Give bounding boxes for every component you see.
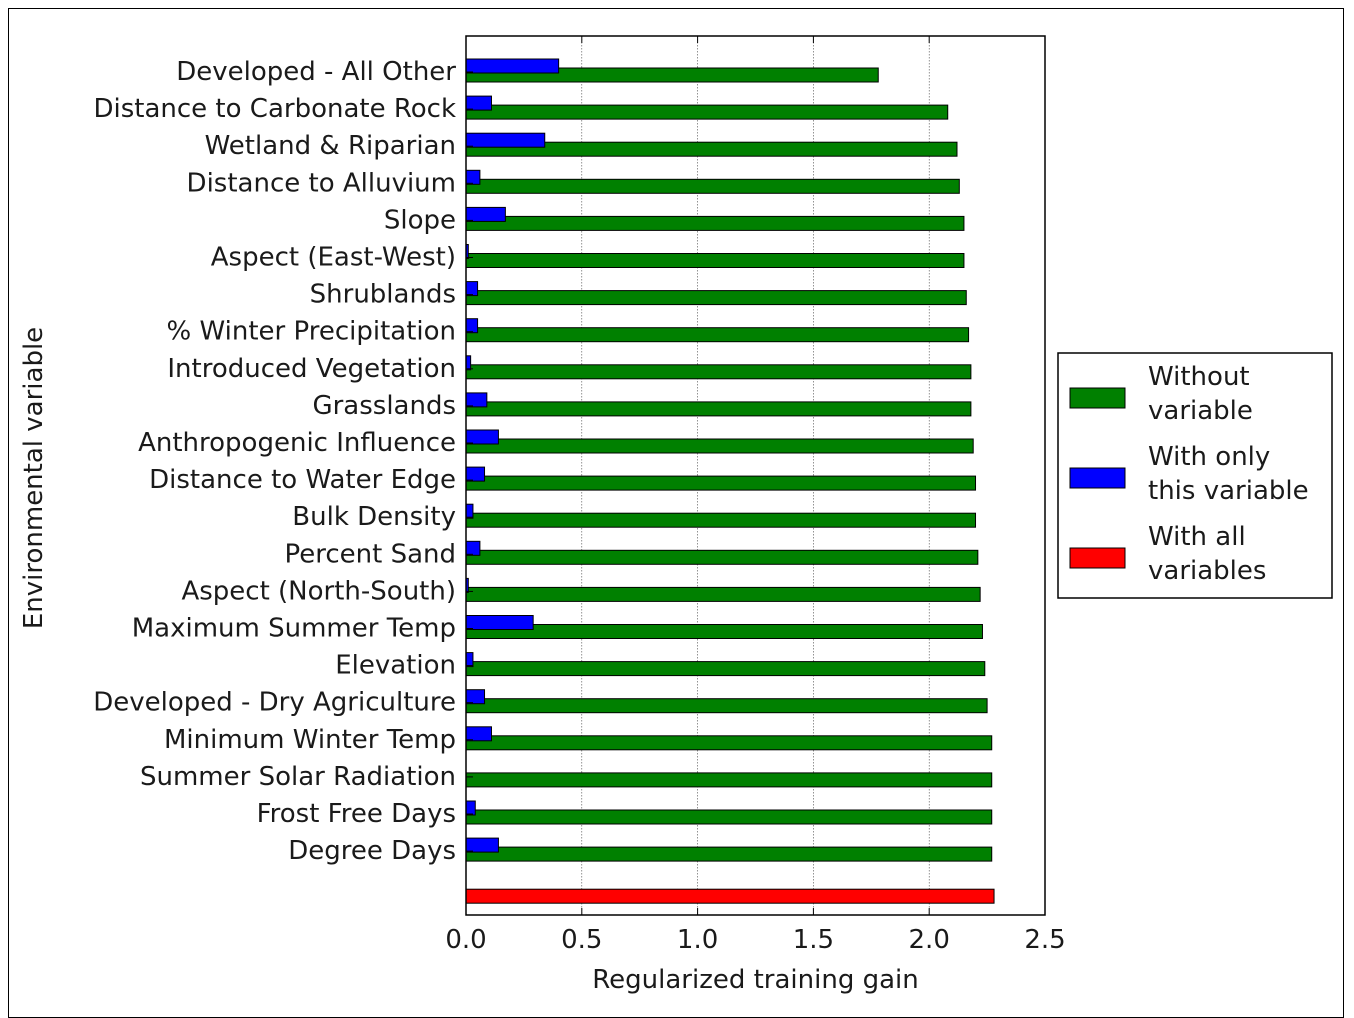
bar-with-only-this-variable — [465, 281, 479, 297]
legend-label: this variable — [1148, 476, 1309, 506]
bar-with-only-this-variable — [465, 169, 481, 185]
x-axis: 0.0 0.5 1.0 1.5 2.0 2.5 — [445, 36, 1066, 955]
bar-without-variable — [465, 549, 979, 565]
y-tick-label: Distance to Carbonate Rock — [93, 94, 456, 124]
legend-label: Without — [1148, 362, 1250, 392]
y-tick-label: Degree Days — [288, 836, 456, 866]
x-tick-label: 0.5 — [561, 925, 602, 955]
bar-with-all-variables — [465, 888, 995, 904]
y-axis-label: Environmental variable — [19, 327, 49, 629]
bar-with-only-this-variable — [465, 429, 499, 445]
legend-swatch — [1069, 467, 1126, 489]
y-tick-label: Maximum Summer Temp — [132, 614, 456, 644]
y-tick-label: Grasslands — [312, 391, 456, 421]
bar-without-variable — [465, 401, 972, 417]
y-tick-label: Aspect (East-West) — [211, 243, 456, 273]
grid-lines — [581, 36, 930, 915]
y-tick-label: Bulk Density — [292, 502, 456, 532]
legend-label: With only — [1148, 442, 1270, 472]
bar-without-variable — [465, 364, 972, 380]
y-tick-label: Shrublands — [310, 280, 456, 310]
x-tick-label: 1.5 — [793, 925, 834, 955]
y-tick-label: Minimum Winter Temp — [164, 725, 456, 755]
bar-with-only-this-variable — [465, 132, 546, 148]
bar-without-variable — [465, 475, 977, 491]
legend-label: variable — [1148, 396, 1253, 426]
y-tick-label: Distance to Water Edge — [149, 465, 456, 495]
bar-without-variable — [465, 104, 949, 120]
legend: Without variable With only this variable Wit… — [1057, 352, 1333, 599]
bar-without-variable — [465, 661, 986, 677]
x-tick-label: 2.0 — [909, 925, 950, 955]
y-tick-label: Elevation — [335, 651, 456, 681]
x-tick-label: 2.5 — [1024, 925, 1065, 955]
bars — [465, 58, 995, 904]
legend-label: With all — [1148, 522, 1246, 552]
legend-swatch — [1069, 387, 1126, 409]
y-tick-label: Percent Sand — [284, 539, 456, 569]
bar-without-variable — [465, 735, 993, 751]
bar-with-only-this-variable — [465, 466, 486, 482]
bar-without-variable — [465, 772, 993, 788]
bar-without-variable — [465, 327, 970, 343]
bar-with-only-this-variable — [465, 392, 488, 408]
legend-swatch — [1069, 547, 1126, 569]
bar-with-only-this-variable — [465, 503, 474, 519]
bar-without-variable — [465, 178, 960, 194]
bar-with-only-this-variable — [465, 318, 479, 334]
y-tick-label: Summer Solar Radiation — [140, 762, 456, 792]
bar-with-only-this-variable — [465, 615, 534, 630]
bar-with-only-this-variable — [465, 206, 506, 222]
y-tick-label: Aspect (North-South) — [181, 576, 456, 606]
bar-without-variable — [465, 809, 993, 825]
bar-with-only-this-variable — [465, 689, 486, 705]
y-tick-label: Introduced Vegetation — [167, 354, 456, 384]
x-axis-label: Regularized training gain — [592, 965, 919, 995]
bar-with-only-this-variable — [465, 58, 560, 74]
bar-without-variable — [465, 698, 988, 714]
legend-label: variables — [1148, 556, 1266, 586]
y-tick-label: Frost Free Days — [257, 799, 456, 829]
bar-without-variable — [465, 215, 965, 231]
y-tick-label: Distance to Alluvium — [187, 168, 456, 198]
plot-area — [465, 35, 1046, 916]
bar-without-variable — [465, 438, 974, 454]
bar-without-variable — [465, 846, 993, 862]
y-tick-label: Developed - All Other — [176, 57, 456, 87]
bar-without-variable — [465, 512, 977, 528]
bar-with-only-this-variable — [465, 837, 499, 853]
bar-with-only-this-variable — [465, 800, 476, 816]
y-tick-label: Developed - Dry Agriculture — [93, 688, 456, 718]
x-tick-label: 1.0 — [677, 925, 718, 955]
bar-with-only-this-variable — [465, 95, 492, 111]
bar-without-variable — [465, 290, 967, 306]
bar-without-variable — [465, 624, 983, 639]
bar-with-only-this-variable — [465, 726, 492, 742]
x-tick-label: 0.0 — [445, 925, 486, 955]
y-tick-label: % Winter Precipitation — [167, 317, 456, 347]
bar-with-only-this-variable — [465, 652, 474, 668]
y-tick-label: Wetland & Riparian — [205, 131, 456, 161]
bar-without-variable — [465, 253, 965, 268]
y-tick-label: Slope — [384, 205, 456, 235]
bar-with-only-this-variable — [465, 540, 481, 556]
bar-without-variable — [465, 586, 981, 602]
y-tick-label: Anthropogenic Influence — [138, 428, 456, 458]
y-axis: Developed - All Other Distance to Carbona… — [93, 57, 473, 866]
